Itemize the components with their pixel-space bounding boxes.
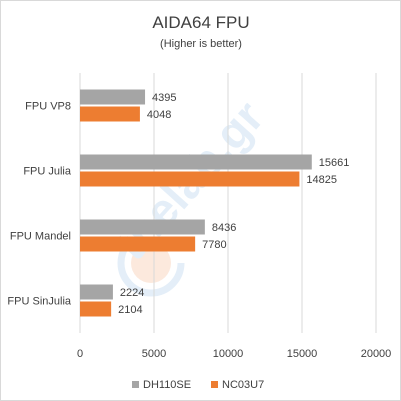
legend-label-nc03u7: NC03U7 (222, 379, 264, 391)
category-label: FPU VP8 (25, 101, 71, 113)
x-axis-ticks: 0 5000 10000 15000 20000 (77, 348, 391, 360)
category-label: FPU SinJulia (7, 296, 71, 308)
bar-nc03u7-fpu-julia (80, 171, 300, 187)
x-tick-label: 10000 (213, 348, 244, 360)
data-label: 4048 (147, 109, 171, 121)
legend-swatch-nc03u7 (211, 381, 218, 388)
data-label: 15661 (319, 157, 350, 169)
bar-dh110se-fpu-sinjulia (80, 284, 113, 300)
data-label: 2104 (118, 304, 142, 316)
x-tick-label: 0 (77, 348, 83, 360)
bar-dh110se-fpu-vp8 (80, 89, 146, 105)
category-label: FPU Mandel (10, 231, 71, 243)
x-tick-label: 20000 (361, 348, 392, 360)
data-label: 2224 (120, 287, 144, 299)
bars (80, 89, 312, 317)
chart-title: AIDA64 FPU (152, 13, 249, 32)
category-label: FPU Julia (23, 166, 72, 178)
bar-dh110se-fpu-mandel (80, 219, 205, 235)
legend: DH110SE NC03U7 (132, 379, 264, 391)
bar-nc03u7-fpu-sinjulia (80, 301, 112, 317)
bar-nc03u7-fpu-mandel (80, 236, 196, 252)
data-label: 8436 (212, 222, 236, 234)
data-label: 7780 (202, 239, 226, 251)
x-tick-label: 15000 (287, 348, 318, 360)
data-label: 4395 (152, 92, 176, 104)
legend-swatch-dh110se (132, 381, 139, 388)
bar-nc03u7-fpu-vp8 (80, 106, 140, 122)
data-labels: 4395 4048 15661 14825 8436 7780 2224 2104 (118, 92, 349, 316)
data-label: 14825 (306, 174, 337, 186)
chart-subtitle: (Higher is better) (160, 38, 242, 50)
x-tick-label: 5000 (142, 348, 166, 360)
bar-dh110se-fpu-julia (80, 154, 312, 170)
legend-label-dh110se: DH110SE (143, 379, 191, 391)
category-labels: FPU VP8 FPU Julia FPU Mandel FPU SinJulia (7, 101, 71, 308)
